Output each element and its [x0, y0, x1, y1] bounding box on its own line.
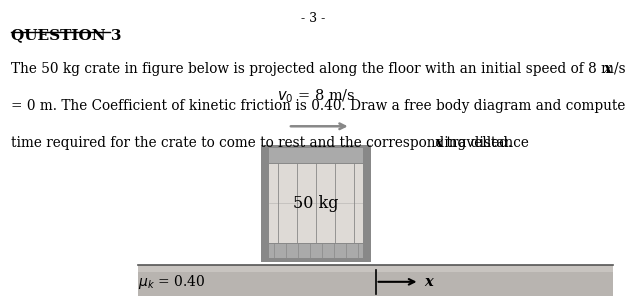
Text: x: x: [603, 62, 612, 75]
Bar: [269, 148, 363, 258]
Text: x: x: [434, 136, 443, 149]
Text: - 3 -: - 3 -: [301, 12, 325, 25]
Text: QUESTION 3: QUESTION 3: [11, 28, 122, 42]
Text: $v_0$ = 8 m/s: $v_0$ = 8 m/s: [277, 87, 356, 105]
Text: $\mu_k$ = 0.40: $\mu_k$ = 0.40: [138, 273, 205, 290]
Text: time required for the crate to come to rest and the corresponding distance: time required for the crate to come to r…: [11, 136, 533, 149]
Bar: [269, 148, 363, 163]
Bar: [138, 265, 613, 296]
Text: travelled.: travelled.: [442, 136, 512, 149]
Text: = 0 m. The Coefficient of kinetic friction is 0.40. Draw a free body diagram and: = 0 m. The Coefficient of kinetic fricti…: [11, 99, 626, 112]
Text: 50 kg: 50 kg: [294, 195, 339, 212]
Text: x: x: [424, 275, 433, 289]
Bar: [269, 243, 363, 258]
Text: The 50 kg crate in figure below is projected along the floor with an initial spe: The 50 kg crate in figure below is proje…: [11, 62, 626, 75]
Bar: [138, 265, 613, 272]
Bar: [261, 145, 371, 262]
